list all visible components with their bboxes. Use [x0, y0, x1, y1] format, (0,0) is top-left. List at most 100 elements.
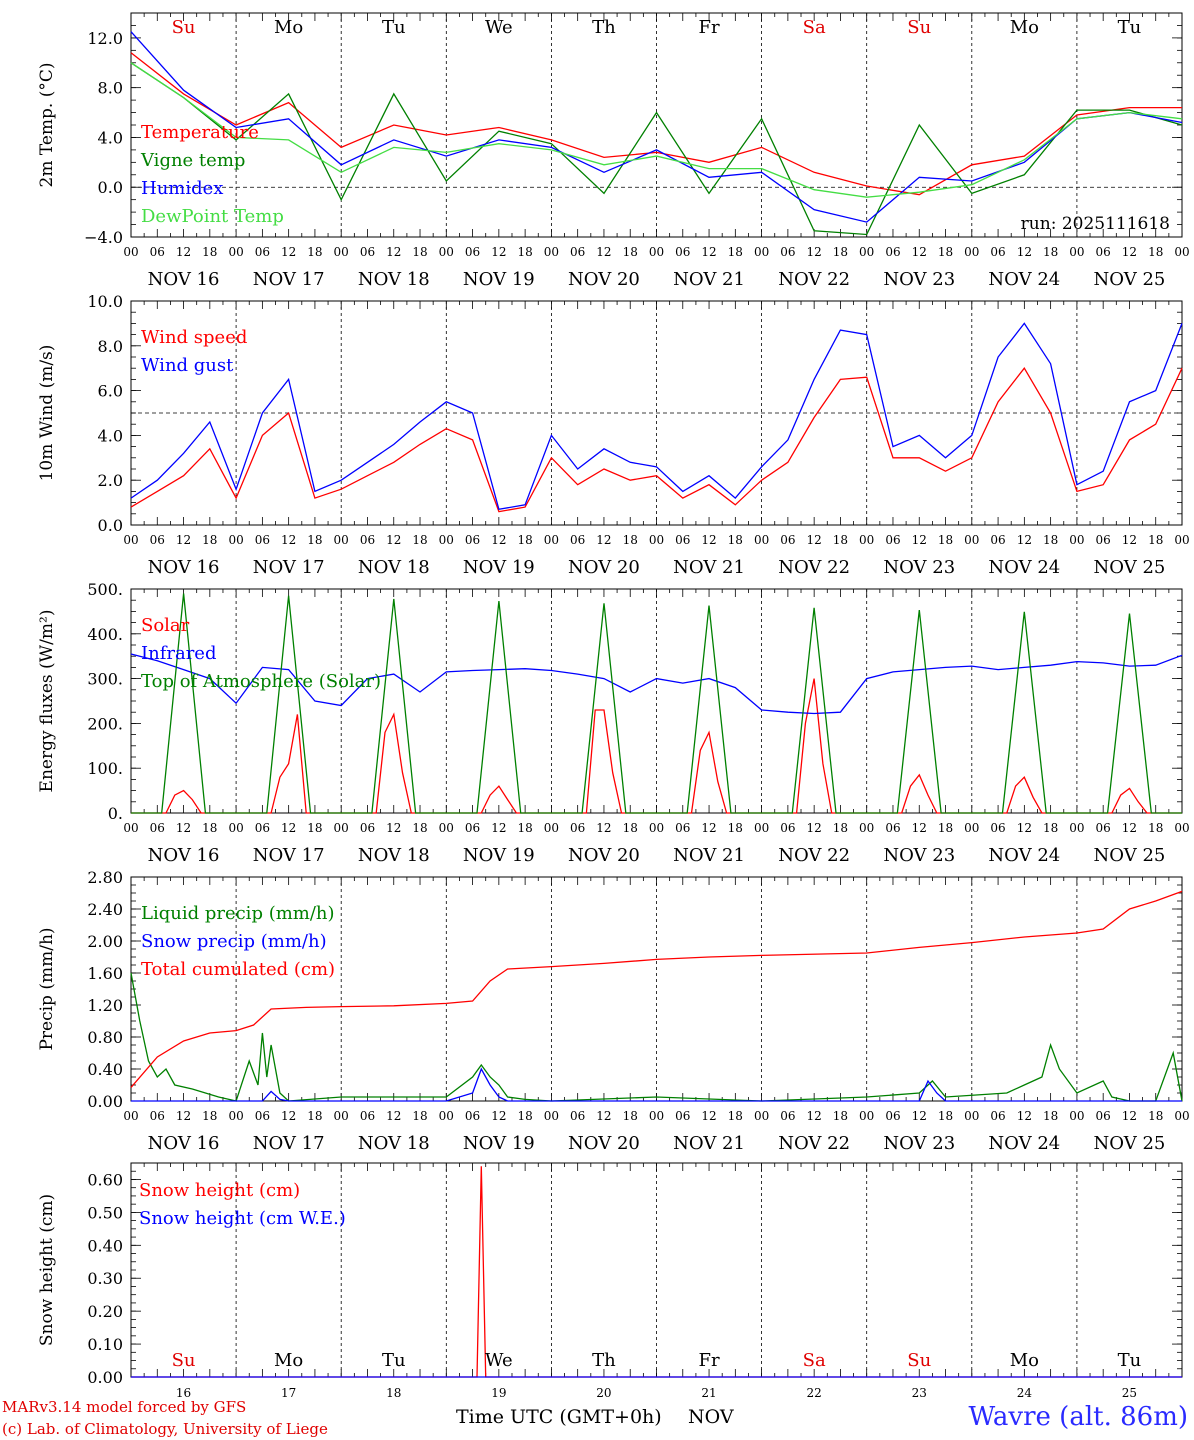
y-tick-label: 4.0	[98, 128, 123, 147]
x-hour-label: 06	[990, 1109, 1005, 1123]
x-hour-label: 12	[386, 533, 401, 547]
legend-entry: Wind speed	[141, 327, 247, 348]
x-hour-label: 18	[412, 245, 427, 259]
legend-entry: Vigne temp	[140, 150, 245, 171]
series-line-temperature	[130, 52, 1182, 196]
x-hour-label: 18	[517, 245, 532, 259]
x-hour-label: 06	[780, 245, 795, 259]
x-hour-label: 06	[150, 821, 165, 835]
x-axis-month: NOV	[688, 1406, 734, 1428]
x-hour-label: 00	[228, 533, 243, 547]
x-hour-label: 06	[1096, 245, 1111, 259]
x-hour-label: 12	[386, 1109, 401, 1123]
x-hour-label: 06	[780, 1109, 795, 1123]
x-hour-label: 00	[1174, 533, 1189, 547]
x-hour-label: 12	[386, 245, 401, 259]
x-hour-label: 06	[675, 533, 690, 547]
x-hour-label: 06	[360, 1109, 375, 1123]
x-hour-label: 00	[649, 533, 664, 547]
x-hour-label: 00	[439, 533, 454, 547]
x-date-label: NOV 25	[1094, 269, 1166, 290]
weekday-label: Su	[172, 1350, 196, 1371]
panel-energy: 0. 100. 200. 300. 400. 500. Energy fluxes (W/m…	[37, 580, 1190, 866]
x-hour-label: 18	[202, 533, 217, 547]
x-hour-label: 18	[1148, 821, 1163, 835]
x-hour-label: 18	[833, 1109, 848, 1123]
x-day-label: 16	[176, 1386, 191, 1400]
y-tick-label: 100.	[87, 759, 123, 778]
x-hour-label: 06	[990, 533, 1005, 547]
y-tick-label: 1.20	[87, 996, 123, 1015]
x-hour-label: 00	[1069, 1109, 1084, 1123]
x-hour-label: 00	[228, 1109, 243, 1123]
x-hour-label: 18	[728, 821, 743, 835]
x-hour-label: 06	[885, 245, 900, 259]
x-hour-label: 18	[307, 245, 322, 259]
x-hour-label: 12	[491, 1109, 506, 1123]
y-tick-label: 0.0	[98, 516, 123, 535]
y-tick-label: 0.	[108, 804, 123, 823]
x-hour-label: 06	[990, 821, 1005, 835]
x-date-label: NOV 25	[1094, 1133, 1166, 1154]
x-date-label: NOV 18	[358, 557, 430, 578]
x-date-label: NOV 20	[568, 1133, 640, 1154]
x-hour-label: 12	[1122, 245, 1137, 259]
x-hour-label: 00	[1174, 245, 1189, 259]
x-date-label: NOV 18	[358, 269, 430, 290]
y-tick-label: −4.0	[84, 228, 123, 247]
x-hour-label: 00	[859, 1109, 874, 1123]
x-hour-label: 18	[938, 821, 953, 835]
weekday-label: We	[485, 17, 513, 38]
x-date-label: NOV 23	[883, 557, 955, 578]
weekday-label: Sa	[803, 1350, 826, 1371]
x-day-label: 24	[1017, 1386, 1033, 1400]
legend-entry: Snow height (cm)	[139, 1180, 300, 1201]
x-date-label: NOV 21	[673, 1133, 745, 1154]
weekday-label: Su	[907, 1350, 931, 1371]
x-hour-label: 12	[701, 533, 716, 547]
y-tick-label: 2.00	[87, 932, 123, 951]
y-tick-label: 0.50	[87, 1203, 123, 1222]
x-date-label: NOV 17	[253, 269, 325, 290]
y-tick-label: 0.20	[87, 1302, 123, 1321]
x-hour-label: 18	[1043, 245, 1058, 259]
series-line-total-cumulated-cm-	[130, 890, 1183, 1088]
x-day-label: 25	[1122, 1386, 1137, 1400]
x-day-label: 17	[281, 1386, 296, 1400]
x-hour-label: 06	[570, 1109, 585, 1123]
weekday-label: Th	[592, 17, 616, 38]
x-hour-label: 06	[885, 821, 900, 835]
x-hour-label: 00	[649, 245, 664, 259]
x-day-label: 18	[386, 1386, 401, 1400]
y-tick-label: 200.	[87, 714, 123, 733]
x-hour-label: 06	[150, 245, 165, 259]
weekday-label: Mo	[1010, 1350, 1039, 1371]
x-date-label: NOV 23	[883, 1133, 955, 1154]
x-hour-label: 12	[1122, 821, 1137, 835]
x-hour-label: 18	[412, 821, 427, 835]
x-hour-label: 06	[570, 533, 585, 547]
legend-entry: Snow height (cm W.E.)	[139, 1208, 346, 1229]
weekday-label: Sa	[803, 17, 826, 38]
x-hour-label: 12	[281, 821, 296, 835]
x-date-label: NOV 22	[778, 557, 850, 578]
x-hour-label: 06	[255, 821, 270, 835]
x-hour-label: 18	[1148, 533, 1163, 547]
x-hour-label: 12	[596, 1109, 611, 1123]
weekday-label: Tu	[382, 1350, 406, 1371]
x-hour-label: 00	[754, 245, 769, 259]
x-hour-label: 12	[176, 1109, 191, 1123]
x-hour-label: 18	[307, 533, 322, 547]
plot-frame	[130, 12, 1183, 238]
x-hour-label: 00	[1069, 533, 1084, 547]
x-hour-label: 06	[675, 245, 690, 259]
x-day-label: 21	[701, 1386, 716, 1400]
x-hour-label: 06	[150, 1109, 165, 1123]
x-date-label: NOV 16	[148, 1133, 220, 1154]
x-hour-label: 18	[728, 533, 743, 547]
y-tick-label: 0.40	[87, 1236, 123, 1255]
x-hour-label: 06	[1096, 533, 1111, 547]
x-hour-label: 06	[255, 533, 270, 547]
legend-entry: Infrared	[141, 643, 216, 664]
series-line-vigne-temp	[130, 62, 1183, 236]
